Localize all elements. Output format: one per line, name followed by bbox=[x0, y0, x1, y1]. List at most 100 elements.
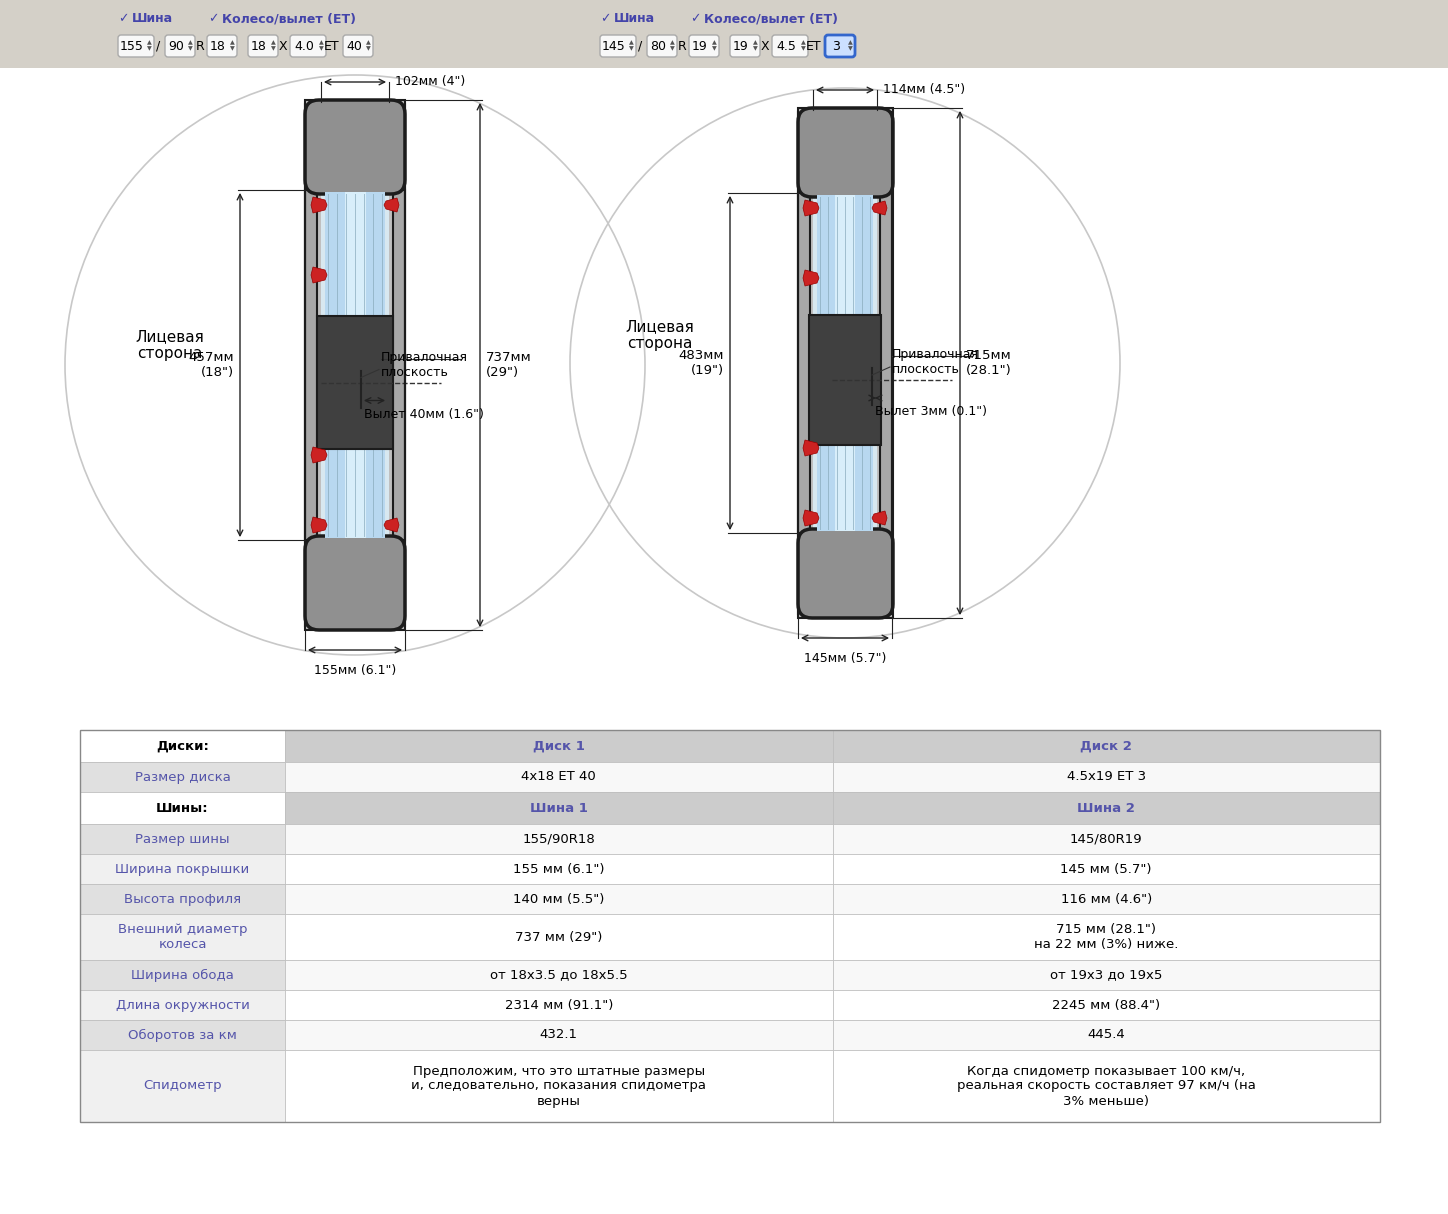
Text: 19: 19 bbox=[692, 40, 708, 52]
FancyBboxPatch shape bbox=[798, 529, 893, 618]
Text: ▲: ▲ bbox=[711, 40, 717, 45]
Text: ▼: ▼ bbox=[801, 46, 805, 51]
Bar bbox=[0, 0, 1448, 68]
Text: ▼: ▼ bbox=[711, 46, 717, 51]
Polygon shape bbox=[311, 267, 327, 283]
Polygon shape bbox=[804, 270, 820, 287]
Bar bbox=[880, 193, 892, 533]
Bar bbox=[80, 853, 285, 884]
Bar bbox=[80, 730, 285, 762]
Bar bbox=[80, 960, 285, 989]
Polygon shape bbox=[804, 510, 820, 526]
Text: Спидометр: Спидометр bbox=[143, 1079, 222, 1093]
Text: от 19x3 до 19x5: от 19x3 до 19x5 bbox=[1050, 969, 1163, 981]
Text: R: R bbox=[195, 40, 204, 52]
Text: 445.4: 445.4 bbox=[1087, 1028, 1125, 1042]
Text: Привалочная
плоскость: Привалочная плоскость bbox=[892, 348, 979, 376]
Text: 140 мм (5.5"): 140 мм (5.5") bbox=[513, 892, 604, 906]
Text: Вылет 40мм (1.6"): Вылет 40мм (1.6") bbox=[363, 408, 484, 421]
Text: 715 мм (28.1")
на 22 мм (3%) ниже.: 715 мм (28.1") на 22 мм (3%) ниже. bbox=[1034, 923, 1179, 951]
Text: ▲: ▲ bbox=[628, 40, 633, 45]
FancyBboxPatch shape bbox=[165, 35, 195, 57]
Bar bbox=[812, 193, 877, 533]
Bar bbox=[285, 762, 833, 792]
Bar bbox=[285, 884, 833, 914]
Text: 432.1: 432.1 bbox=[540, 1028, 578, 1042]
Polygon shape bbox=[872, 202, 888, 215]
Text: Лицевая
сторона: Лицевая сторона bbox=[626, 319, 695, 351]
Bar bbox=[285, 960, 833, 989]
Text: ▲: ▲ bbox=[188, 40, 193, 45]
Polygon shape bbox=[804, 439, 820, 456]
Text: Шина: Шина bbox=[132, 12, 174, 25]
Text: 4.5x19 ET 3: 4.5x19 ET 3 bbox=[1067, 771, 1145, 783]
Text: /: / bbox=[156, 40, 161, 52]
Text: ✓: ✓ bbox=[691, 12, 701, 25]
FancyBboxPatch shape bbox=[772, 35, 808, 57]
Polygon shape bbox=[311, 447, 327, 463]
Text: Шина 2: Шина 2 bbox=[1077, 801, 1135, 815]
Text: Диск 1: Диск 1 bbox=[533, 739, 585, 753]
Bar bbox=[285, 792, 833, 824]
Bar bbox=[324, 192, 385, 538]
Text: 737 мм (29"): 737 мм (29") bbox=[515, 930, 602, 943]
FancyBboxPatch shape bbox=[248, 35, 278, 57]
Bar bbox=[80, 792, 285, 824]
Text: Предположим, что это штатные размеры
и, следовательно, показания спидометра
верн: Предположим, что это штатные размеры и, … bbox=[411, 1065, 707, 1107]
Text: 18: 18 bbox=[210, 40, 226, 52]
Text: ▼: ▼ bbox=[669, 46, 675, 51]
Text: 114мм (4.5"): 114мм (4.5") bbox=[883, 84, 966, 96]
Bar bbox=[317, 316, 392, 449]
Bar bbox=[835, 195, 854, 531]
Bar bbox=[798, 108, 893, 618]
Bar bbox=[833, 730, 1380, 762]
Polygon shape bbox=[311, 197, 327, 212]
Text: Внешний диаметр
колеса: Внешний диаметр колеса bbox=[117, 923, 248, 951]
Bar bbox=[833, 762, 1380, 792]
Bar bbox=[80, 1020, 285, 1050]
FancyBboxPatch shape bbox=[689, 35, 720, 57]
Text: ▼: ▼ bbox=[188, 46, 193, 51]
Text: 145/80R19: 145/80R19 bbox=[1070, 833, 1142, 845]
Text: Колесо/вылет (ET): Колесо/вылет (ET) bbox=[704, 12, 838, 25]
Text: 116 мм (4.6"): 116 мм (4.6") bbox=[1060, 892, 1151, 906]
Bar bbox=[285, 1020, 833, 1050]
Text: 155: 155 bbox=[120, 40, 143, 52]
Text: 155мм (6.1"): 155мм (6.1") bbox=[314, 664, 397, 677]
Text: 4.0: 4.0 bbox=[294, 40, 314, 52]
FancyBboxPatch shape bbox=[306, 100, 405, 194]
Bar bbox=[285, 1050, 833, 1122]
Text: Высота профиля: Высота профиля bbox=[125, 892, 240, 906]
Text: 145: 145 bbox=[602, 40, 626, 52]
Bar bbox=[306, 100, 405, 630]
FancyBboxPatch shape bbox=[825, 35, 854, 57]
Bar bbox=[392, 191, 405, 540]
Text: 155 мм (6.1"): 155 мм (6.1") bbox=[513, 862, 604, 875]
Text: Размер диска: Размер диска bbox=[135, 771, 230, 783]
Text: 18: 18 bbox=[251, 40, 266, 52]
Text: 3: 3 bbox=[833, 40, 840, 52]
Text: ▲: ▲ bbox=[753, 40, 757, 45]
Text: ▼: ▼ bbox=[753, 46, 757, 51]
Text: 737мм
(29"): 737мм (29") bbox=[487, 351, 531, 379]
FancyBboxPatch shape bbox=[798, 108, 893, 197]
Text: Длина окружности: Длина окружности bbox=[116, 998, 249, 1011]
Polygon shape bbox=[384, 198, 400, 212]
Text: R: R bbox=[678, 40, 686, 52]
Bar bbox=[80, 884, 285, 914]
Text: Шина: Шина bbox=[614, 12, 654, 25]
Text: Шина 1: Шина 1 bbox=[530, 801, 588, 815]
Bar bbox=[80, 914, 285, 960]
Bar bbox=[80, 1050, 285, 1122]
Text: 145 мм (5.7"): 145 мм (5.7") bbox=[1060, 862, 1153, 875]
Bar bbox=[80, 824, 285, 853]
Text: 4x18 ET 40: 4x18 ET 40 bbox=[521, 771, 597, 783]
Bar bbox=[321, 191, 390, 540]
Bar bbox=[80, 989, 285, 1020]
Text: Когда спидометр показывает 100 км/ч,
реальная скорость составляет 97 км/ч (на
3%: Когда спидометр показывает 100 км/ч, реа… bbox=[957, 1065, 1255, 1107]
Text: 457мм
(18"): 457мм (18") bbox=[188, 351, 235, 379]
Text: Диск 2: Диск 2 bbox=[1080, 739, 1132, 753]
FancyBboxPatch shape bbox=[306, 537, 405, 630]
Text: ▼: ▼ bbox=[319, 46, 323, 51]
Bar bbox=[833, 792, 1380, 824]
